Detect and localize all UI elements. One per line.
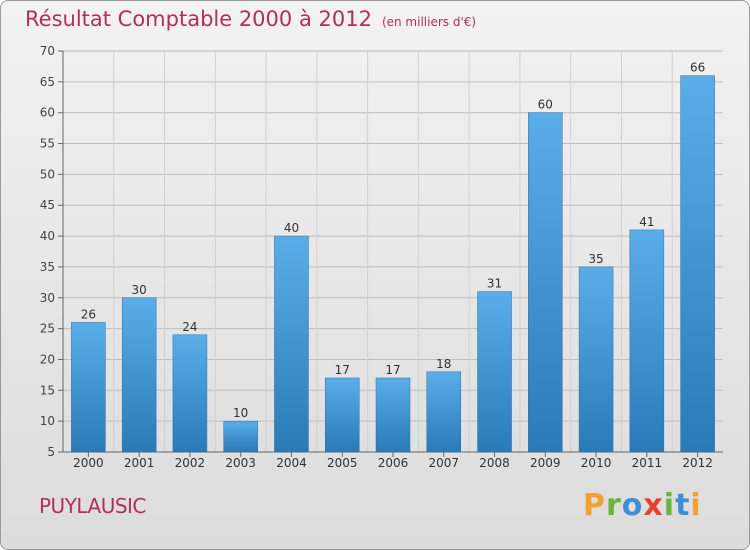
data-label: 40 <box>284 221 299 235</box>
data-label: 30 <box>132 283 147 297</box>
bar <box>680 75 715 453</box>
y-tick-label: 10 <box>40 414 55 428</box>
y-tick-label: 25 <box>40 322 55 336</box>
x-tick-label: 2005 <box>327 456 358 470</box>
data-label: 66 <box>690 61 705 75</box>
y-tick-label: 45 <box>40 198 55 212</box>
data-label: 31 <box>487 277 502 291</box>
bar <box>375 377 411 453</box>
data-label: 24 <box>182 320 197 334</box>
y-tick-label: 30 <box>40 291 55 305</box>
y-tick-label: 70 <box>40 44 55 58</box>
x-tick-label: 2007 <box>428 456 459 470</box>
bar <box>274 235 309 453</box>
data-label: 35 <box>588 252 603 266</box>
logo-letter: x <box>643 488 664 523</box>
x-tick-label: 2002 <box>175 456 206 470</box>
data-label: 17 <box>335 363 350 377</box>
logo-letter: i <box>690 488 702 523</box>
data-label: 18 <box>436 357 451 371</box>
bar <box>426 371 462 453</box>
x-tick-label: 2000 <box>73 456 104 470</box>
data-label: 10 <box>233 406 248 420</box>
logo-letter: P <box>583 488 606 523</box>
data-label: 41 <box>639 215 654 229</box>
y-tick-label: 55 <box>40 137 55 151</box>
bars <box>71 75 715 453</box>
y-tick-label: 5 <box>47 445 55 459</box>
chart-title-text: Résultat Comptable 2000 à 2012 <box>25 7 372 31</box>
bar <box>223 420 258 453</box>
chart-subtitle: (en milliers d'€) <box>381 15 477 29</box>
logo-letter: t <box>675 488 691 523</box>
bar <box>528 112 563 453</box>
bar <box>629 229 665 453</box>
logo-letter: o <box>621 488 644 523</box>
bar <box>71 322 106 453</box>
bar <box>477 291 512 453</box>
y-tick-label: 65 <box>40 75 55 89</box>
x-tick-label: 2011 <box>632 456 663 470</box>
chart-title: Résultat Comptable 2000 à 2012 (en millie… <box>25 7 476 31</box>
x-tick-label: 2006 <box>378 456 409 470</box>
bar <box>172 334 208 453</box>
x-tick-label: 2010 <box>581 456 612 470</box>
y-tick-label: 35 <box>40 260 55 274</box>
y-tick-label: 40 <box>40 229 55 243</box>
x-tick-label: 2008 <box>479 456 510 470</box>
x-tick-label: 2001 <box>124 456 155 470</box>
proxiti-logo: Proxiti <box>583 488 702 523</box>
bar <box>121 297 157 453</box>
x-tick-label: 2004 <box>276 456 307 470</box>
y-tick-label: 15 <box>40 383 55 397</box>
y-tick-label: 50 <box>40 167 55 181</box>
x-tick-label: 2009 <box>530 456 561 470</box>
logo-letter: r <box>606 488 622 523</box>
data-label: 60 <box>538 98 553 112</box>
data-label: 26 <box>81 307 96 321</box>
town-name: PUYLAUSIC <box>39 494 146 518</box>
data-label: 17 <box>385 363 400 377</box>
x-tick-label: 2012 <box>682 456 713 470</box>
x-tick-label: 2003 <box>225 456 256 470</box>
labels: 5 10 15 20 25 30 35 40 45 50 55 60 65 70 26 2000 30 2001 2… <box>40 44 713 470</box>
logo-letter: i <box>663 488 676 523</box>
y-tick-label: 60 <box>40 106 55 120</box>
bar <box>324 377 360 453</box>
y-tick-label: 20 <box>40 352 55 366</box>
bar <box>578 266 614 453</box>
